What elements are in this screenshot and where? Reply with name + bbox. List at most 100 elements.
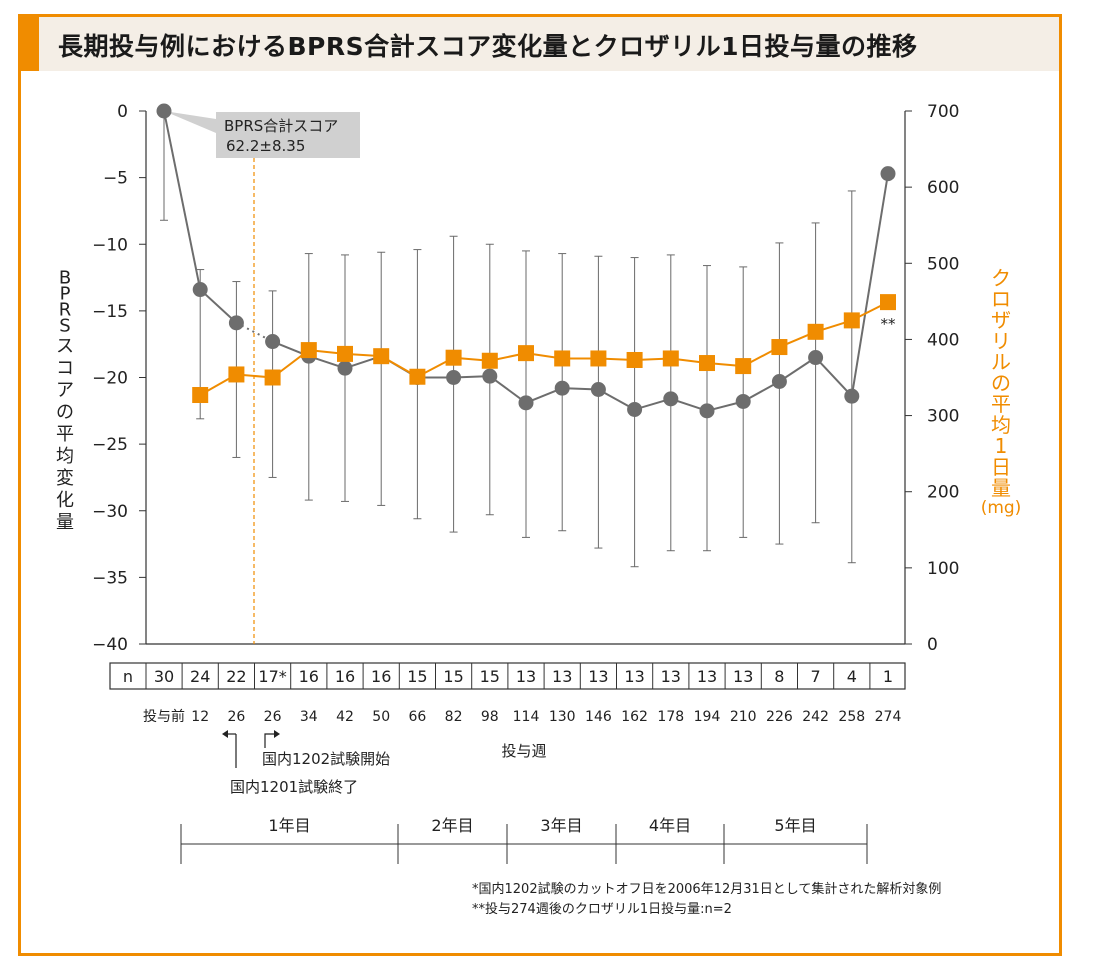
- score-point: [554, 380, 570, 396]
- n-table-cell: 4: [847, 667, 857, 686]
- right-tick-label: 400: [927, 330, 959, 350]
- year-label: 3年目: [540, 816, 582, 835]
- left-axis-label-char: 化: [56, 490, 74, 511]
- x-tick-label: 50: [372, 709, 390, 725]
- score-point: [663, 391, 679, 407]
- n-table-cell: 13: [552, 667, 572, 686]
- score-point: [808, 350, 824, 366]
- score-point: [337, 360, 353, 376]
- score-point: [699, 403, 715, 419]
- score-point: [192, 282, 208, 298]
- right-axis-label-char: 平: [991, 392, 1011, 416]
- dose-point: [300, 342, 317, 359]
- x-tick-label: 66: [408, 709, 426, 725]
- left-axis-label-char: ス: [56, 336, 74, 357]
- dose-point: [735, 358, 752, 375]
- x-tick-label: 194: [694, 709, 721, 725]
- x-axis-label: 投与週: [501, 742, 546, 760]
- left-axis-label-char: S: [59, 316, 70, 337]
- left-tick-label: −25: [92, 435, 128, 455]
- score-point: [627, 401, 643, 417]
- event-end-arrowhead: [222, 730, 228, 738]
- right-axis-label-char: ロ: [991, 287, 1011, 311]
- x-tick-label: 274: [875, 709, 902, 725]
- left-axis-label-char: コ: [56, 358, 74, 379]
- n-table-cell: 13: [733, 667, 753, 686]
- dose-point: [590, 350, 607, 367]
- left-tick-label: −40: [92, 635, 128, 655]
- n-table-cell: 17*: [258, 667, 286, 686]
- n-table-cell: 15: [407, 667, 427, 686]
- score-point: [482, 368, 498, 384]
- score-point: [771, 373, 787, 389]
- left-tick-label: −15: [92, 302, 128, 322]
- dose-point: [445, 349, 462, 366]
- right-axis-label-char: ザ: [991, 308, 1011, 332]
- annotation-pointer: [164, 111, 216, 133]
- x-tick-label: 98: [481, 709, 499, 725]
- x-tick-label: 12: [191, 709, 209, 725]
- n-table-cell: 15: [480, 667, 500, 686]
- x-tick-label: 258: [838, 709, 865, 725]
- right-axis-label-char: ク: [991, 266, 1011, 290]
- x-tick-label: 26: [264, 709, 282, 725]
- right-tick-label: 300: [927, 407, 959, 427]
- score-point: [844, 388, 860, 404]
- score-line-segment: [199, 288, 238, 324]
- score-line-segment: [814, 356, 853, 397]
- x-tick-label: 178: [657, 709, 684, 725]
- dose-point: [481, 352, 498, 369]
- dose-point: [807, 323, 824, 340]
- dose-point: [771, 339, 788, 356]
- event-start-label: 国内1202試験開始: [262, 750, 390, 768]
- left-tick-label: −5: [103, 169, 128, 189]
- n-table-cell: 16: [335, 667, 355, 686]
- right-tick-label: 600: [927, 178, 959, 198]
- dose-point: [699, 355, 715, 372]
- right-axis-label-char: 1: [995, 434, 1008, 458]
- n-table-cell: 7: [811, 667, 821, 686]
- n-table-cell: 15: [443, 667, 463, 686]
- dose-point: [626, 351, 643, 368]
- right-axis-unit: (mg): [981, 498, 1022, 518]
- x-tick-label: 146: [585, 709, 612, 725]
- annotation-box: [216, 112, 360, 158]
- n-table-cell: 30: [154, 667, 174, 686]
- annotation-line-1: BPRS合計スコア: [224, 117, 338, 135]
- left-tick-label: −30: [92, 502, 128, 522]
- left-axis-label-char: 均: [56, 446, 74, 467]
- n-table-cell: 16: [371, 667, 391, 686]
- left-axis-label-char: 量: [56, 512, 74, 533]
- x-tick-label: 226: [766, 709, 793, 725]
- dose-point: [662, 350, 679, 367]
- n-table-header: n: [123, 667, 133, 686]
- x-tick-label: 42: [336, 709, 354, 725]
- score-line-segment: [850, 173, 889, 397]
- title-bar: [21, 17, 1059, 71]
- x-tick-label: 114: [513, 709, 540, 725]
- x-tick-label: 投与前: [143, 708, 185, 725]
- x-tick-label: 210: [730, 709, 757, 725]
- score-point: [156, 103, 172, 119]
- right-tick-label: 500: [927, 254, 959, 274]
- chart-title: 長期投与例におけるBPRS合計スコア変化量とクロザリル1日投与量の推移: [58, 32, 918, 61]
- n-table-cell: 13: [697, 667, 717, 686]
- dose-point: [554, 350, 571, 367]
- n-table-cell: 24: [190, 667, 210, 686]
- left-tick-label: 0: [117, 102, 128, 122]
- score-line-segment: [163, 110, 202, 290]
- right-tick-label: 200: [927, 483, 959, 503]
- score-point: [590, 381, 606, 397]
- footnote-1: *国内1202試験のカットオフ日を2006年12月31日として集計された解析対象…: [472, 881, 941, 897]
- score-point: [228, 315, 244, 331]
- left-axis-label-char: ア: [56, 380, 74, 401]
- n-table-cell: 16: [299, 667, 319, 686]
- x-tick-label: 26: [227, 709, 245, 725]
- annotation-line-2: 62.2±8.35: [226, 137, 305, 155]
- n-table-cell: 22: [226, 667, 246, 686]
- dose-point: [518, 345, 534, 362]
- dose-point: [228, 366, 245, 383]
- right-axis-label-char: 日: [991, 455, 1011, 479]
- left-tick-label: −10: [92, 235, 128, 255]
